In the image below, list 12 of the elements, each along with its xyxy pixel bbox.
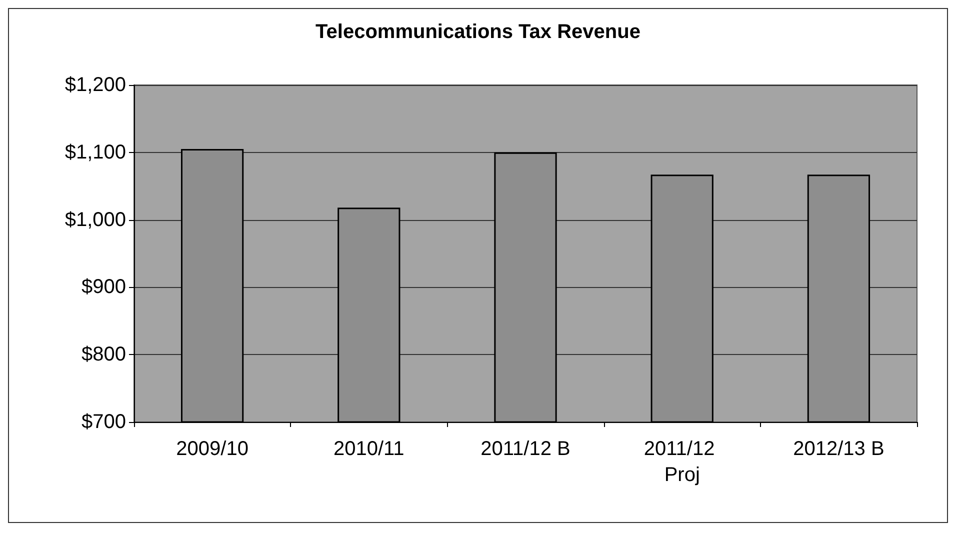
x-tick-label: 2010/11 bbox=[333, 438, 404, 460]
y-tick-label: $1,000 bbox=[64, 208, 126, 231]
x-tick-label: 2011/12 B bbox=[480, 438, 570, 460]
y-tick-label: $1,100 bbox=[64, 141, 126, 164]
y-tick-label: $800 bbox=[82, 344, 126, 366]
x-tick-label: 2009/10 bbox=[176, 438, 248, 460]
y-tick-label: $700 bbox=[82, 411, 126, 433]
x-tick-label: 2012/13 B bbox=[793, 438, 884, 460]
y-tick-label: $900 bbox=[82, 276, 126, 298]
y-tick-label: $1,200 bbox=[64, 74, 126, 96]
x-tick-label: 2011/12 Proj bbox=[644, 438, 720, 486]
chart-title: Telecommunications Tax Revenue bbox=[316, 21, 640, 43]
